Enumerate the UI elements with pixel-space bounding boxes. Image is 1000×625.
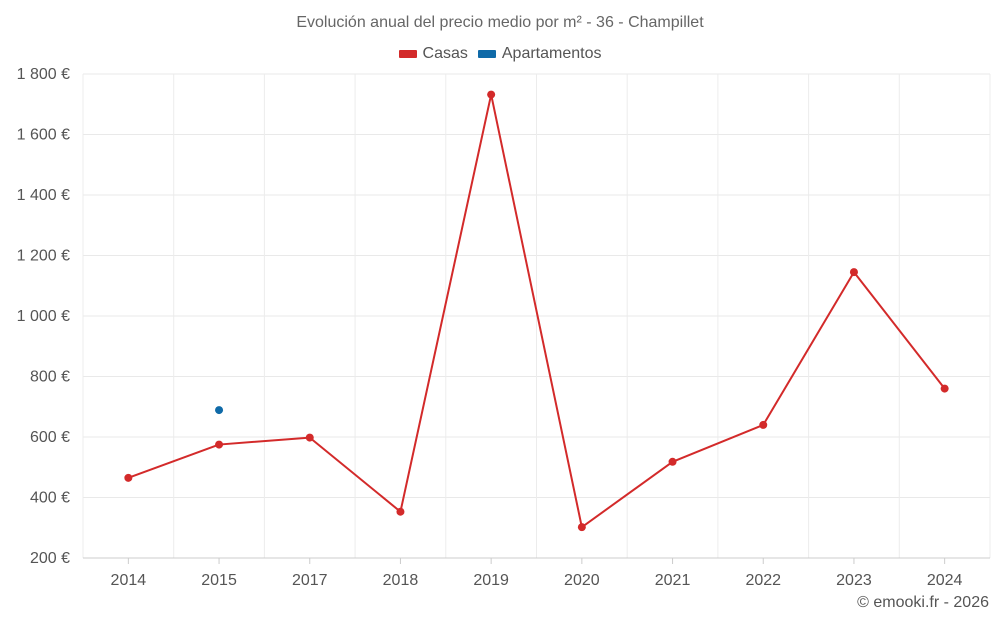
y-tick-label: 800 € [30,369,70,386]
series-line-casas [128,93,946,529]
data-point-casas [124,473,133,482]
y-tick-label: 200 € [30,550,70,567]
legend-swatch-apartamentos [477,50,496,58]
data-point-casas [849,268,858,277]
data-point-casas [215,440,224,449]
data-point-casas [577,523,586,532]
x-tick-label: 2022 [745,572,781,589]
x-tick-label: 2023 [836,572,872,589]
y-tick-label: 600 € [30,429,70,446]
data-point-casas [487,90,496,99]
y-tick-label: 1 000 € [17,308,70,325]
data-point-casas [668,457,677,466]
y-tick-label: 1 800 € [17,66,70,83]
y-tick-label: 1 400 € [17,187,70,204]
data-point-apartamentos [215,406,224,415]
x-tick-label: 2014 [111,572,147,589]
x-tick-label: 2015 [201,572,237,589]
x-tick-label: 2017 [292,572,328,589]
legend-item-casas[interactable]: Casas [398,45,468,63]
legend-label-apartamentos: Apartamentos [501,45,602,62]
data-point-casas [305,433,314,442]
x-tick-label: 2020 [564,572,600,589]
x-tick-label: 2021 [655,572,691,589]
legend-item-apartamentos[interactable]: Apartamentos [477,45,602,63]
data-point-casas [940,384,949,393]
data-point-casas [759,420,768,429]
chart-title: Evolución anual del precio medio por m² … [296,14,704,31]
y-tick-label: 400 € [30,490,70,507]
legend: Casas Apartamentos [0,45,1000,63]
legend-label-casas: Casas [422,45,468,62]
credit-text: © emooki.fr - 2026 [857,594,989,611]
y-tick-label: 1 200 € [17,248,70,265]
x-tick-label: 2019 [473,572,509,589]
legend-swatch-casas [398,50,417,58]
x-tick-label: 2024 [927,572,963,589]
data-point-casas [396,507,405,516]
y-tick-label: 1 600 € [17,127,70,144]
x-tick-label: 2018 [383,572,419,589]
